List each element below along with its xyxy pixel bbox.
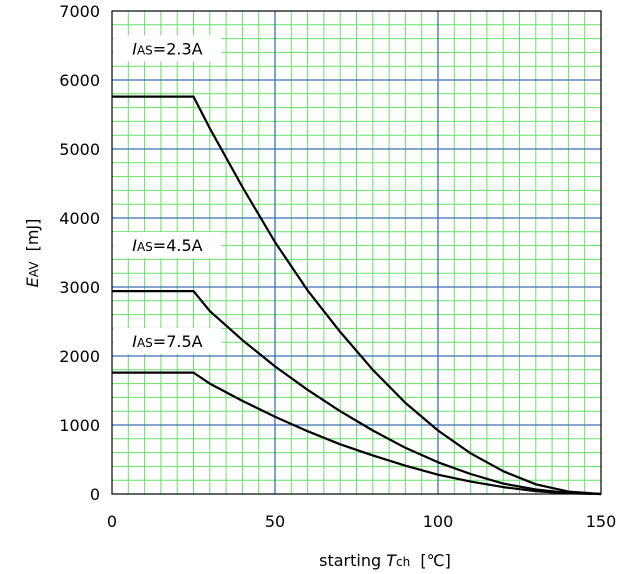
series-label-2: IAS=4.5A: [113, 232, 222, 259]
x-tick-label: 50: [265, 512, 285, 531]
x-tick-label: 0: [107, 512, 117, 531]
y-tick-label: 1000: [59, 416, 100, 435]
tick-labels: 0 50 100 150 0 1000 2000 3000 4000 5000 6000 7000: [59, 2, 616, 531]
series-line-2: [112, 290, 602, 496]
series-label-background: [113, 232, 222, 259]
series-line-1: [112, 95, 602, 496]
series-lines: [112, 95, 602, 496]
plot-frame: [111, 10, 602, 495]
y-axis-label: EAV [mJ]: [23, 219, 42, 288]
y-tick-label: 0: [90, 485, 100, 504]
x-tick-label: 100: [423, 512, 454, 531]
series-label-3: IAS=7.5A: [113, 327, 222, 354]
series-label-text: IAS=7.5A: [132, 332, 202, 351]
y-tick-label: 6000: [59, 71, 100, 90]
x-tick-label: 150: [586, 512, 617, 531]
minor-gridlines: [112, 11, 601, 494]
x-axis-label: starting Tch [℃]: [319, 551, 451, 570]
y-tick-label: 7000: [59, 2, 100, 21]
series-label-text: IAS=4.5A: [132, 236, 202, 255]
y-tick-label: 5000: [59, 140, 100, 159]
y-tick-label: 4000: [59, 209, 100, 228]
y-tick-label: 2000: [59, 347, 100, 366]
series-label-background: [113, 35, 222, 62]
y-tick-label: 3000: [59, 278, 100, 297]
major-gridlines: [112, 11, 601, 494]
series-line-3: [112, 371, 602, 496]
series-annotations: IAS=2.3A IAS=4.5A IAS=7.5A: [113, 35, 222, 354]
series-label-background: [113, 327, 222, 354]
series-label-text: IAS=2.3A: [132, 39, 202, 58]
series-label-1: IAS=2.3A: [113, 35, 222, 62]
